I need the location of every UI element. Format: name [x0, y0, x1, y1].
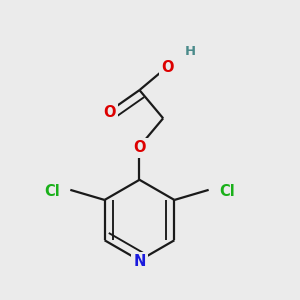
Text: O: O — [133, 140, 146, 155]
Text: N: N — [133, 254, 146, 269]
Text: O: O — [103, 105, 116, 120]
Text: O: O — [161, 60, 174, 75]
Text: Cl: Cl — [44, 184, 60, 199]
Text: Cl: Cl — [219, 184, 235, 199]
Text: H: H — [184, 45, 196, 58]
